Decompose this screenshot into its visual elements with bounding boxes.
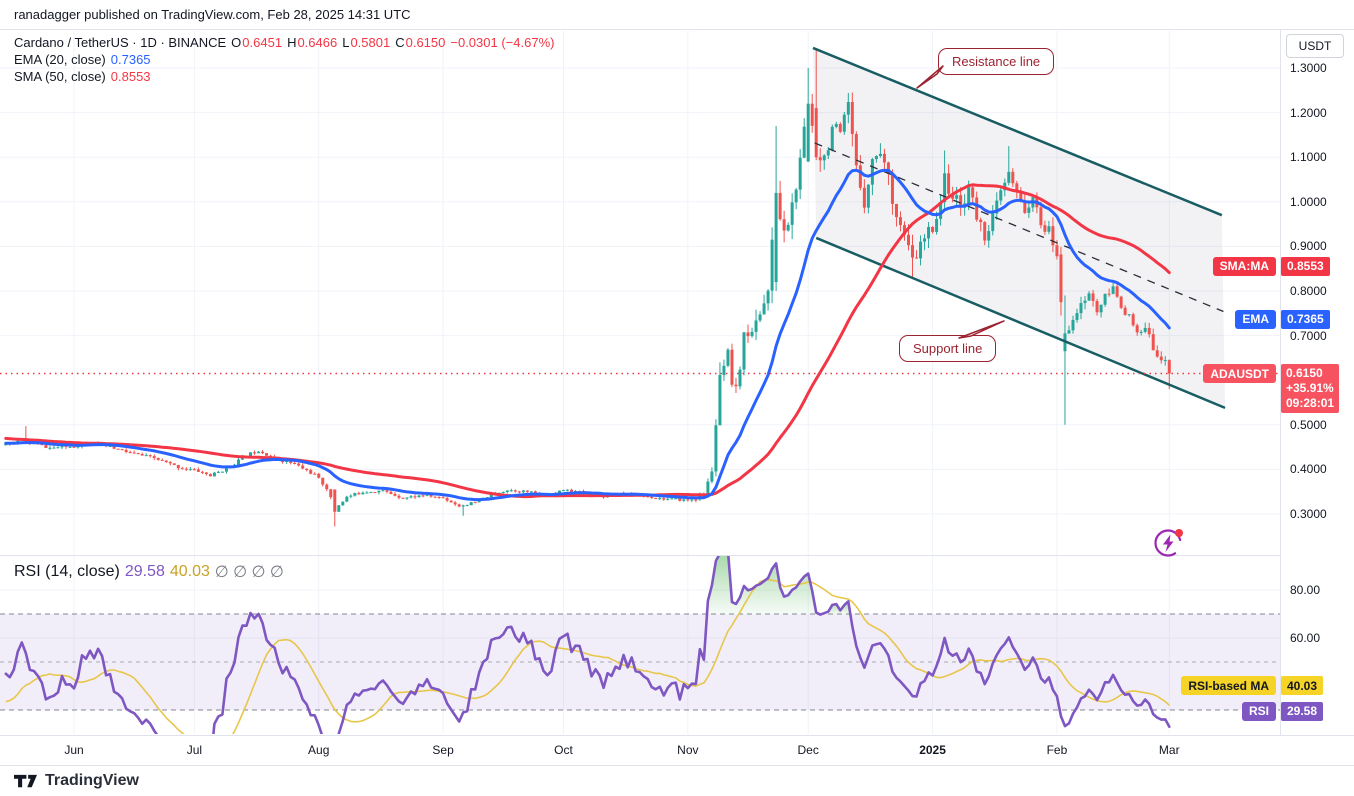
price-axis-label: 0.9000 <box>1290 239 1327 254</box>
symbol-floating-label: ADAUSDT <box>1203 364 1276 383</box>
ema-label: EMA (20, close) <box>14 52 106 67</box>
bolt-glyph <box>1163 534 1174 552</box>
sma-axis-badge: 0.8553 <box>1281 256 1330 276</box>
support-line-callout[interactable]: Support line <box>899 335 997 362</box>
price-axis-label: 1.0000 <box>1290 194 1327 209</box>
time-axis-tick-mar: Mar <box>1158 743 1180 757</box>
time-axis-tick-nov: Nov <box>677 743 699 757</box>
sma-legend-row[interactable]: SMA (50, close) 0.8553 <box>14 69 554 84</box>
rsi-ma-value: 40.03 <box>169 562 210 580</box>
time-axis-tick-aug: Aug <box>308 743 330 757</box>
time-axis-tick-jun: Jun <box>64 743 84 757</box>
symbol-title: Cardano / TetherUS · 1D · BINANCE <box>14 35 227 50</box>
resistance-line-callout[interactable]: Resistance line <box>938 48 1055 75</box>
last-price: 0.6150 <box>1286 365 1323 380</box>
price-axis-label: 1.3000 <box>1290 61 1327 75</box>
tradingview-logo-text[interactable]: TradingView <box>45 772 139 789</box>
rsi-legend-row[interactable]: RSI (14, close) 29.58 40.03 ∅ ∅ ∅ ∅ <box>14 562 284 581</box>
sma-label: SMA (50, close) <box>14 69 106 84</box>
time-axis-tick-sep: Sep <box>432 743 454 757</box>
price-axis-label: 0.5000 <box>1290 417 1327 432</box>
time-axis-tick-feb: Feb <box>1046 743 1068 757</box>
low-label: L <box>342 35 350 50</box>
time-axis-tick-dec: Dec <box>797 743 819 757</box>
open-value: 0.6451 <box>242 35 283 50</box>
symbol-legend-row[interactable]: Cardano / TetherUS · 1D · BINANCE O 0.645… <box>14 35 554 50</box>
price-axis-label: 1.1000 <box>1290 150 1327 165</box>
ema-legend-row[interactable]: EMA (20, close) 0.7365 <box>14 52 554 67</box>
time-axis[interactable]: Jun Jul Aug Sep Oct Nov Dec 2025 Feb Mar <box>0 735 1354 766</box>
sma-value: 0.8553 <box>110 69 151 84</box>
rsi-ma-axis-badge: 40.03 <box>1281 676 1324 696</box>
price-axis-label: 0.8000 <box>1290 284 1327 298</box>
time-axis-tick-jul: Jul <box>186 743 203 757</box>
price-axis-label: 0.3000 <box>1290 507 1327 521</box>
price-axis-label: 0.7000 <box>1290 328 1327 343</box>
rsi-empty-values: ∅ ∅ ∅ ∅ <box>214 563 284 581</box>
tradingview-logo-icon[interactable] <box>14 773 37 790</box>
rsi-label: RSI (14, close) <box>14 562 120 580</box>
notification-dot <box>1175 529 1183 537</box>
rsi-axis-label: 80.00 <box>1290 583 1321 597</box>
close-label: C <box>395 35 405 50</box>
ema-axis-badge: 0.7365 <box>1281 309 1330 329</box>
sma-floating-label: SMA:MA <box>1212 256 1276 276</box>
ema-value: 0.7365 <box>110 52 151 67</box>
rsi-axis-badge: 29.58 <box>1281 701 1324 721</box>
support-callout-tail <box>958 320 1005 339</box>
lightning-icon[interactable] <box>1150 524 1188 562</box>
change-value: −0.0301 (−4.67%) <box>450 35 555 50</box>
rsi-ma-floating-label: RSI-based MA <box>1181 676 1276 696</box>
price-axis-label: 0.4000 <box>1290 462 1327 477</box>
high-value: 0.6466 <box>297 35 338 50</box>
rsi-floating-label: RSI <box>1241 701 1276 721</box>
low-value: 0.5801 <box>350 35 391 50</box>
pane-divider[interactable] <box>0 555 1354 556</box>
resistance-callout-tail <box>916 65 944 89</box>
price-axis-label: 1.2000 <box>1290 105 1327 120</box>
footer-bar: TradingView <box>0 765 1354 796</box>
publish-header: ranadagger published on TradingView.com,… <box>0 0 1354 30</box>
currency-usdt-button[interactable]: USDT <box>1286 34 1344 58</box>
change-percent: +35.91% <box>1286 380 1334 395</box>
last-price-axis-badge: 0.6150 +35.91% 09:28:01 <box>1281 363 1340 413</box>
high-label: H <box>287 35 297 50</box>
countdown-timer: 09:28:01 <box>1286 395 1335 410</box>
ema-floating-label: EMA <box>1235 309 1276 329</box>
publish-attribution: ranadagger published on TradingView.com,… <box>14 7 411 22</box>
time-axis-tick-2025: 2025 <box>919 743 946 757</box>
open-label: O <box>231 35 242 50</box>
rsi-axis-label: 60.00 <box>1290 631 1321 645</box>
main-legend: Cardano / TetherUS · 1D · BINANCE O 0.645… <box>14 35 554 84</box>
rsi-value: 29.58 <box>124 562 165 580</box>
time-axis-tick-oct: Oct <box>554 743 573 757</box>
close-value: 0.6150 <box>405 35 446 50</box>
